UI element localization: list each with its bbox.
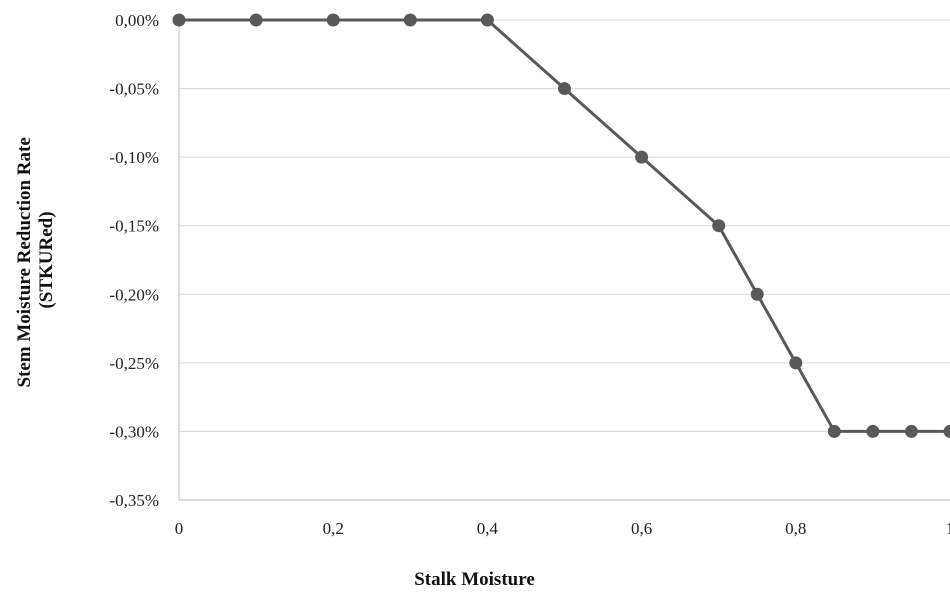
x-tick-label: 0,8 — [785, 519, 806, 538]
series-layer — [172, 13, 950, 438]
data-point — [712, 219, 726, 233]
y-axis-title-line-1: Stem Moisture Reduction Rate — [14, 137, 35, 387]
y-tick-label: -0,30% — [109, 422, 159, 441]
y-tick-label: -0,20% — [109, 285, 159, 304]
data-point — [750, 287, 764, 301]
x-axis-tick-labels: 0 0,2 0,4 0,6 0,8 1 — [175, 519, 950, 538]
data-point — [904, 424, 918, 438]
data-point — [249, 13, 263, 27]
data-point — [558, 82, 571, 96]
y-tick-label: -0,15% — [109, 217, 159, 236]
y-tick-label: -0,35% — [109, 491, 159, 510]
x-tick-label: 1 — [946, 519, 950, 538]
data-point — [635, 150, 649, 164]
x-axis-title: Stalk Moisture — [414, 569, 535, 590]
data-point — [480, 13, 494, 27]
data-point — [827, 424, 841, 438]
data-point — [403, 13, 417, 27]
data-point — [172, 13, 186, 27]
y-tick-label: -0,10% — [109, 148, 159, 167]
y-tick-label: -0,25% — [109, 354, 159, 373]
y-axis-tick-labels: 0,00% -0,05% -0,10% -0,15% -0,20% -0,25% -0,30… — [109, 11, 159, 510]
gridlines — [179, 19, 950, 432]
x-tick-label: 0 — [175, 519, 184, 538]
y-axis-title: Stem Moisture Reduction Rate (STKURed) — [14, 132, 57, 387]
y-axis-title-line-2: (STKURed) — [36, 211, 57, 308]
y-tick-label: -0,05% — [109, 80, 159, 99]
data-point — [789, 356, 803, 370]
x-tick-label: 0,6 — [631, 519, 652, 538]
x-tick-label: 0,4 — [477, 519, 499, 538]
data-point — [943, 424, 950, 438]
x-tick-label: 0,2 — [323, 519, 344, 538]
y-tick-label: 0,00% — [115, 11, 159, 30]
data-point — [866, 424, 880, 438]
data-point — [326, 13, 340, 27]
